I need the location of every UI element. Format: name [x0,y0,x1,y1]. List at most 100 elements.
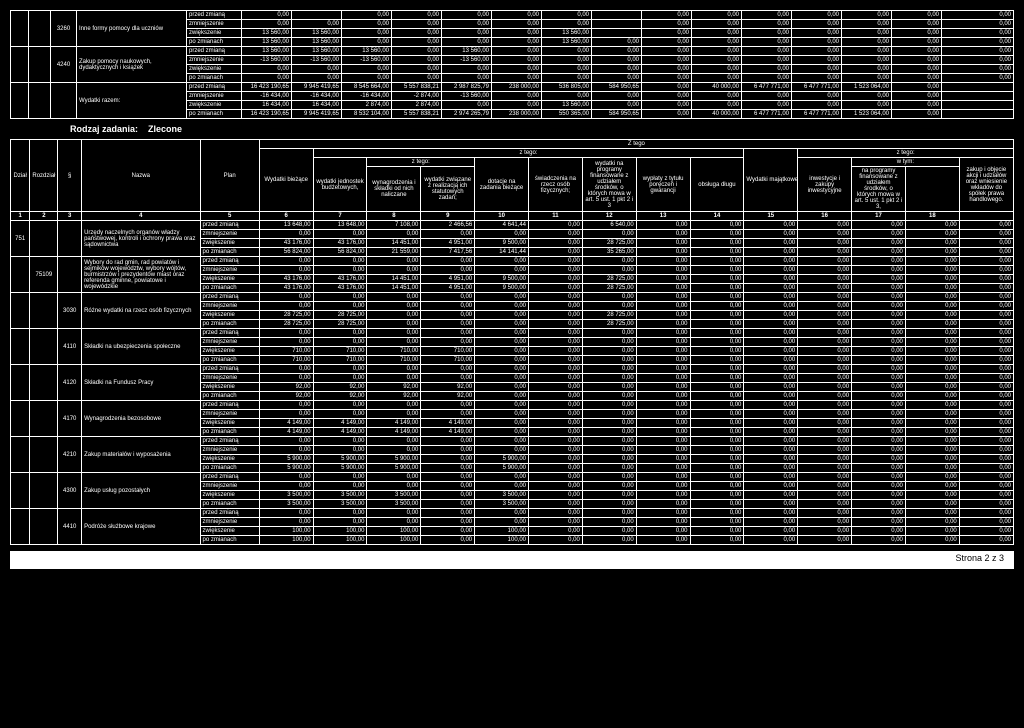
table-row: 4410Podróże służbowe krajoweprzed zmianą… [11,509,1014,518]
cell-label: zwiększenie [200,455,259,464]
cell-value: 710,00 [421,356,475,365]
cell-value: 0,00 [852,410,906,419]
cell-dzial [11,83,29,119]
cell-value: 0,00 [636,446,690,455]
cell-value: 0,00 [636,419,690,428]
cell-value: 0,00 [892,101,942,110]
cell-value: 0,00 [259,365,313,374]
cell-value: 0,00 [852,275,906,284]
cell-value [292,11,342,20]
table-row: 3030Różne wydatki na rzecz osób fizyczny… [11,293,1014,302]
cell-value: 0,00 [905,365,959,374]
cell-value: 0,00 [313,302,367,311]
cell-value: 0,00 [852,320,906,329]
cell-value: 0,00 [636,239,690,248]
col-num: 14 [690,212,744,221]
cell-value: 0,00 [942,38,1014,47]
cell-value: 0,00 [852,284,906,293]
cell-value: 0,00 [421,473,475,482]
cell-value: 0,00 [475,428,529,437]
cell-value: 0,00 [744,482,798,491]
cell-value: 0,00 [642,110,692,119]
col-inwest: inwestycje i zakupy inwestycyjne [798,158,852,212]
cell-label: zwiększenie [200,527,259,536]
table-row: 4300Zakup usług pozostałychprzed zmianą0… [11,473,1014,482]
cell-value: 0,00 [690,518,744,527]
cell-value: 0,00 [367,365,421,374]
cell-value: 0,00 [636,437,690,446]
cell-value: 0,00 [475,329,529,338]
cell-value: 5 900,00 [475,464,529,473]
cell-value: 0,00 [475,230,529,239]
cell-desc: Wynagrodzenia bezosobowe [82,401,200,437]
cell-value: 0,00 [852,230,906,239]
cell-value: 0,00 [744,293,798,302]
cell-value: 0,00 [842,101,892,110]
cell-value: 0,00 [690,464,744,473]
cell-value: 710,00 [313,356,367,365]
cell-value: 0,00 [529,338,583,347]
cell-value: 0,00 [798,455,852,464]
cell-desc: Wybory do rad gmin, rad powiatów i sejmi… [82,257,200,293]
cell-value: 0,00 [852,518,906,527]
cell-value: 536 805,00 [542,83,592,92]
cell-value: 3 500,00 [367,491,421,500]
cell-label: zmniejszenie [187,92,242,101]
col-ztego2c: z tego: [367,158,475,167]
cell-value: 0,00 [475,410,529,419]
cell-value: 7 108,00 [367,221,421,230]
cell-par [58,257,82,293]
cell-value: 0,00 [475,311,529,320]
cell-value: 0,00 [367,518,421,527]
cell-value: 0,00 [905,419,959,428]
cell-par: 4210 [58,437,82,473]
col-par: § [58,140,82,212]
cell-value: 0,00 [582,464,636,473]
cell-value: 92,00 [367,392,421,401]
cell-value: 0,00 [636,365,690,374]
cell-value: 0,00 [692,92,742,101]
cell-label: przed zmianą [200,509,259,518]
cell-value: 0,00 [529,374,583,383]
cell-value: 0,00 [367,482,421,491]
cell-value: 8 532 104,00 [342,110,392,119]
cell-value: 0,00 [492,11,542,20]
cell-value: 0,00 [542,11,592,20]
cell-rozdz [30,509,58,545]
cell-value: 0,00 [421,311,475,320]
cell-value: 0,00 [852,473,906,482]
cell-value: 0,00 [313,338,367,347]
column-numbers: 123456789101112131415161718 [11,212,1014,221]
cell-value: 92,00 [313,392,367,401]
col-naprogmaj: na programy finansowane z udziałem środk… [852,167,906,212]
cell-value: 0,00 [892,110,942,119]
cell-value: 6 477 771,00 [792,83,842,92]
cell-value: 0,00 [636,491,690,500]
cell-par: 4110 [58,329,82,365]
cell-label: przed zmianą [200,401,259,410]
cell-value: 0,00 [959,284,1013,293]
cell-value: 0,00 [582,302,636,311]
cell-value: 0,00 [592,92,642,101]
cell-value: 0,00 [392,20,442,29]
cell-value: 0,00 [852,347,906,356]
cell-value: 0,00 [692,74,742,83]
cell-value: 0,00 [392,38,442,47]
cell-desc: Składki na Fundusz Pracy [82,365,200,401]
cell-value: 0,00 [842,56,892,65]
cell-value: 0,00 [313,509,367,518]
cell-value: 3 500,00 [367,500,421,509]
cell-value: 0,00 [592,65,642,74]
cell-value: 0,00 [690,338,744,347]
cell-value: 3 500,00 [259,491,313,500]
cell-value: 0,00 [959,482,1013,491]
cell-label: zwiększenie [200,239,259,248]
cell-value: 0,00 [636,275,690,284]
cell-value: 13 560,00 [542,29,592,38]
cell-value: 0,00 [792,56,842,65]
cell-value: 0,00 [744,500,798,509]
cell-label: zmniejszenie [200,230,259,239]
cell-value: 0,00 [582,401,636,410]
cell-value: 0,00 [744,383,798,392]
cell-value: 0,00 [582,293,636,302]
